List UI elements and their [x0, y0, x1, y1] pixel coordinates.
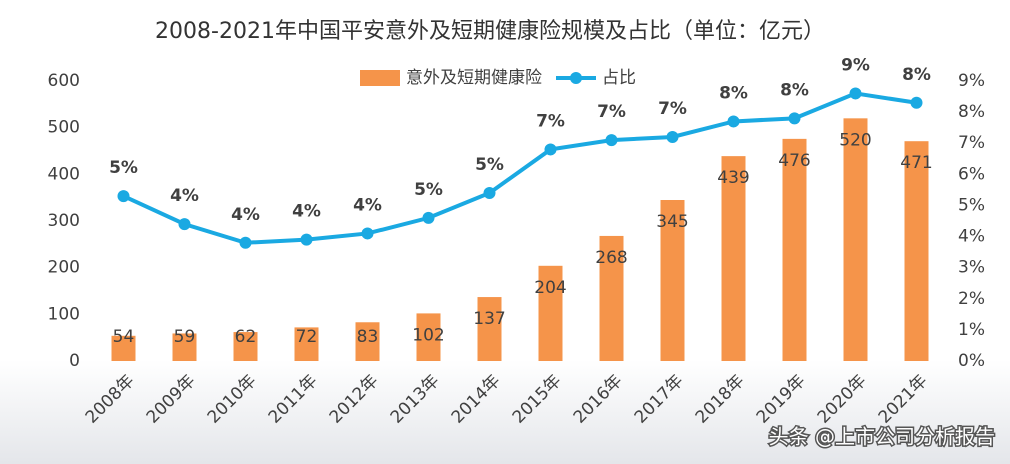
legend-label: 占比: [602, 68, 636, 88]
bar: [294, 327, 319, 361]
line-value-label: 5%: [109, 158, 138, 178]
bar-value-label: 476: [778, 151, 810, 171]
line-marker: [361, 227, 374, 240]
bar-value-label: 439: [717, 168, 749, 188]
line-marker: [727, 115, 740, 128]
bar: [721, 156, 746, 361]
line-value-label: 5%: [414, 180, 443, 200]
background-floor: [0, 360, 1010, 464]
bar: [416, 313, 441, 361]
line-value-label: 9%: [841, 55, 870, 75]
watermark: 头条 @上市公司分析报告: [769, 425, 995, 449]
bar: [843, 118, 868, 361]
bar: [355, 322, 380, 361]
line-marker: [483, 187, 496, 199]
line-value-label: 7%: [597, 102, 626, 122]
y-tick-label: 100: [48, 304, 80, 324]
line-value-label: 8%: [780, 80, 809, 100]
bar: [904, 141, 929, 361]
bar: [599, 235, 624, 361]
y2-tick-label: 2%: [958, 289, 985, 309]
bar: [538, 265, 563, 361]
line-marker: [849, 87, 862, 100]
line-marker: [117, 190, 130, 203]
y2-tick-label: 5%: [958, 195, 985, 215]
line-value-label: 4%: [292, 202, 321, 222]
line-value-label: 4%: [353, 195, 382, 215]
line-marker: [178, 218, 191, 231]
chart-title: 2008-2021年中国平安意外及短期健康险规模及占比（单位：亿元）: [155, 19, 825, 44]
line-marker: [910, 96, 923, 109]
legend-swatch: [360, 70, 400, 86]
line-marker: [422, 211, 435, 224]
line-marker: [239, 236, 252, 249]
bar-value-label: 268: [595, 248, 627, 268]
y2-tick-label: 6%: [958, 164, 985, 184]
y2-tick-label: 0%: [958, 351, 985, 371]
bar-value-label: 72: [296, 327, 318, 347]
line: [122, 91, 917, 245]
bar-value-label: 59: [174, 327, 196, 347]
y2-tick-label: 8%: [958, 102, 985, 122]
line-value-label: 5%: [475, 155, 504, 175]
line-value-label: 8%: [719, 83, 748, 103]
line-value-label: 4%: [170, 186, 199, 206]
line-marker: [300, 233, 313, 246]
bar-value-label: 345: [656, 212, 688, 232]
bar-value-label: 102: [412, 325, 444, 345]
bar: [782, 138, 807, 361]
line-value-label: 7%: [658, 99, 687, 119]
y2-tick-label: 9%: [958, 71, 985, 91]
bar: [660, 200, 685, 361]
bar-value-label: 83: [357, 327, 379, 347]
line-marker: [605, 134, 618, 147]
bar-value-label: 54: [113, 327, 135, 347]
bar-value-label: 62: [235, 327, 257, 347]
bar-value-label: 471: [900, 153, 932, 173]
y-tick-label: 200: [48, 258, 80, 278]
line-value-label: 8%: [902, 65, 931, 85]
y2-tick-label: 3%: [958, 258, 985, 278]
bar-value-label: 204: [534, 278, 566, 298]
bar-value-label: 520: [839, 130, 871, 150]
line-marker: [666, 131, 679, 143]
y2-tick-label: 4%: [958, 227, 985, 247]
bar-value-label: 137: [473, 309, 505, 329]
y2-tick-label: 7%: [958, 133, 985, 153]
line-marker: [788, 112, 801, 125]
line-value-label: 7%: [536, 111, 565, 131]
bar: [172, 333, 197, 361]
legend-label: 意外及短期健康险: [406, 68, 542, 88]
y-tick-label: 400: [48, 164, 80, 184]
legend-swatch: [570, 72, 582, 84]
y2-tick-label: 1%: [958, 320, 985, 340]
y-tick-label: 300: [48, 211, 80, 231]
y-tick-label: 600: [48, 71, 80, 91]
bar: [233, 332, 258, 361]
line-value-label: 4%: [231, 205, 260, 225]
line-marker: [544, 143, 557, 156]
bar: [477, 297, 502, 361]
y-tick-label: 0: [69, 351, 80, 371]
y-tick-label: 500: [48, 118, 80, 138]
bar: [111, 335, 136, 361]
